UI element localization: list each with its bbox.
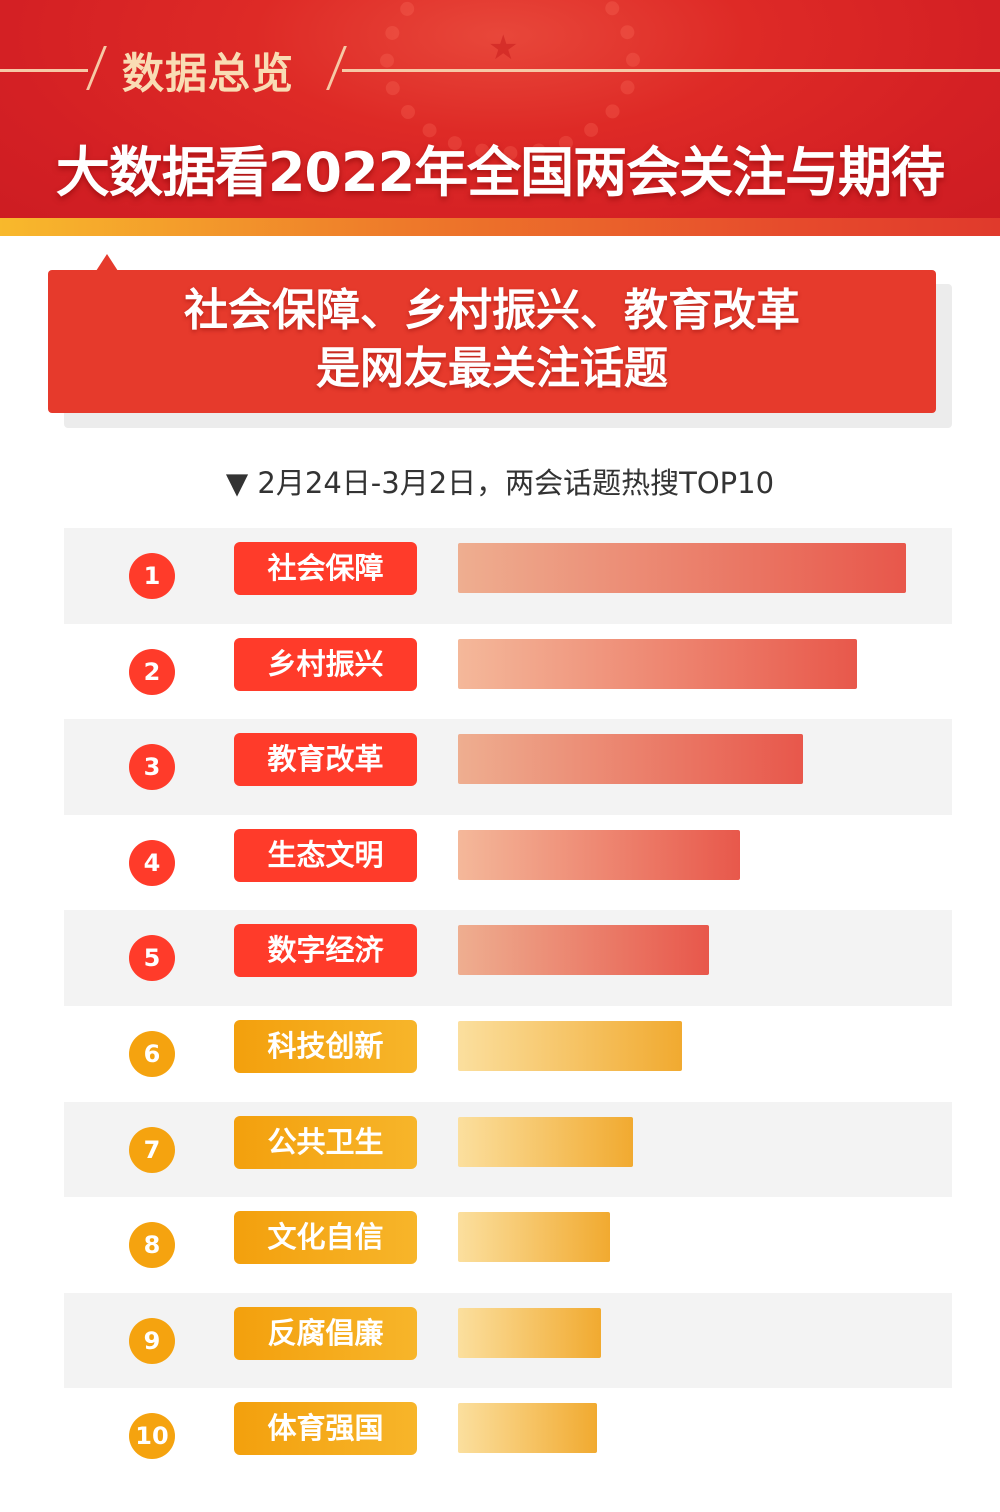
category-label: 数字经济 [234,924,417,978]
bar [458,638,857,689]
chart-title: ▼ 2月24日-3月2日，两会话题热搜TOP10 [225,466,775,500]
page-title: 大数据看2022年全国两会关注与期待 [55,141,945,204]
slash-decoration [86,46,107,90]
ranking-chart: 1 社会保障 2 乡村振兴 3 教育改革 4 生态文明 5 数字经济 6 科技创新 7 公共卫生 8 文化自信… [64,528,952,1484]
category-label: 教育改革 [234,733,417,787]
bar [458,1403,597,1454]
rank-badge: 6 [129,1030,175,1077]
category-label: 反腐倡廉 [234,1306,417,1360]
table-row: 6 科技创新 [64,1006,952,1102]
rank-badge: 8 [129,1222,175,1269]
callout-line-2: 是网友最关注话题 [316,343,668,394]
category-label: 公共卫生 [234,1115,417,1169]
divider-line [0,69,88,72]
table-row: 7 公共卫生 [64,1101,952,1198]
bar [458,1116,633,1167]
category-label: 社会保障 [234,542,417,595]
category-label: 文化自信 [234,1211,417,1265]
callout-pointer [96,254,118,271]
table-row: 1 社会保障 [64,528,952,624]
headline-callout: 社会保障、乡村振兴、教育改革 是网友最关注话题 [48,270,936,413]
header-banner: ★ 数据总览 大数据看2022年全国两会关注与期待 [0,0,1000,236]
bar [458,829,741,880]
gradient-stripe [0,218,1000,236]
rank-badge: 5 [129,935,175,982]
bar [458,734,803,785]
slash-decoration [326,46,347,90]
bar [458,543,906,593]
rank-badge: 9 [129,1317,175,1364]
rank-badge: 4 [129,839,175,886]
table-row: 10 体育强国 [64,1388,952,1484]
table-row: 3 教育改革 [64,719,952,815]
rank-badge: 3 [129,744,175,791]
bar [458,925,709,976]
table-row: 5 数字经济 [64,910,952,1006]
rank-badge: 2 [129,648,175,695]
table-row: 4 生态文明 [64,815,952,911]
category-label: 体育强国 [234,1402,417,1456]
category-label: 乡村振兴 [234,637,417,691]
bar [458,1020,682,1071]
rank-badge: 10 [129,1413,175,1460]
rank-badge: 7 [129,1126,175,1173]
star-icon: ★ [488,28,519,68]
callout-line-1: 社会保障、乡村振兴、教育改革 [184,285,800,336]
rank-badge: 1 [129,553,175,599]
table-row: 8 文化自信 [64,1197,952,1293]
category-label: 科技创新 [234,1019,417,1073]
bar [458,1307,602,1358]
bar [458,1212,611,1263]
table-row: 9 反腐倡廉 [64,1292,952,1389]
table-row: 2 乡村振兴 [64,624,952,720]
divider-line [342,69,1000,72]
category-label: 生态文明 [234,828,417,882]
section-kicker: 数据总览 [122,49,295,98]
